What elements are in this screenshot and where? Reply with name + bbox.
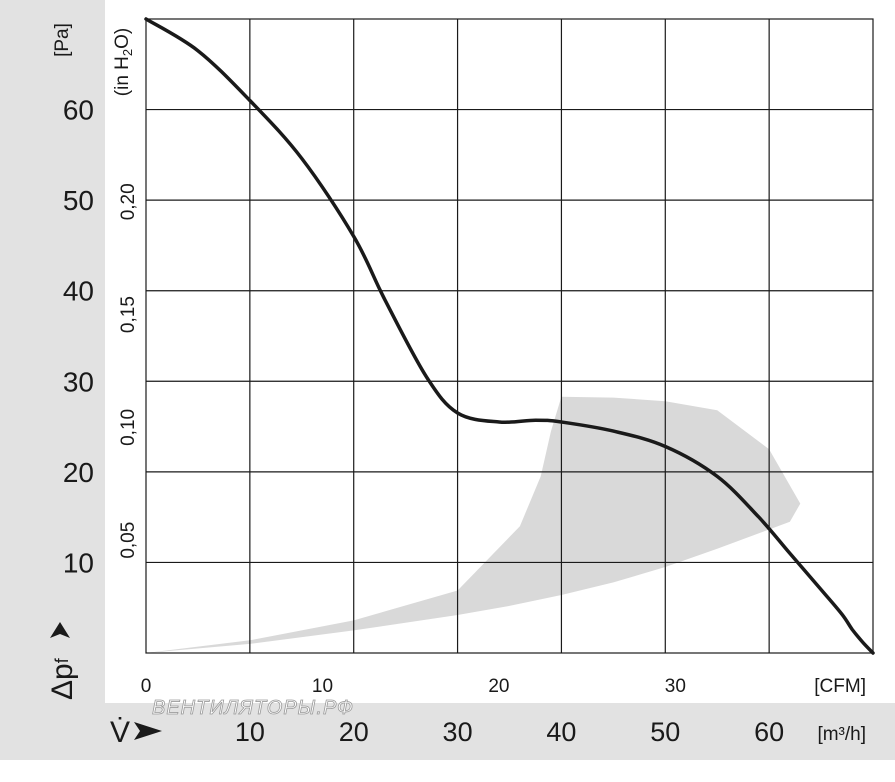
y-axis-symbol: Δpf: [46, 657, 79, 700]
x-tick-label-cfm: 20: [488, 676, 509, 697]
x-tick-label-cfm: 0: [141, 676, 152, 697]
x-tick-label-m3h: 40: [546, 717, 576, 747]
x-unit-cfm: [CFM]: [814, 676, 866, 697]
y-tick-label-pa: 60: [63, 95, 94, 126]
y-unit-pa: [Pa]: [52, 23, 73, 57]
plot-frame: [145, 18, 874, 654]
operating-zone: [146, 396, 801, 653]
curve-layer: [144, 17, 875, 655]
watermark: ВЕНТИЛЯТОРЫ.РФ: [152, 697, 354, 719]
x-tick-label-cfm: 10: [312, 676, 333, 697]
x-tick-label-m3h: 10: [235, 717, 265, 747]
y-axis-panel: [0, 0, 105, 760]
x-axis-title: V̇: [110, 716, 162, 749]
x-tick-label-m3h: 60: [754, 717, 784, 747]
y-tick-label-inh2o: 0,10: [118, 409, 139, 446]
y-tick-label-pa: 40: [63, 276, 94, 307]
x-tick-label-m3h: 50: [650, 717, 680, 747]
label-layer: 10 20 30 40 50 60 10 20 30 40 50 60 0 10 20 30 0,05 0,10 0…: [63, 95, 784, 747]
x-unit-m3h: [m³/h]: [817, 724, 866, 745]
y-tick-label-inh2o: 0,15: [118, 296, 139, 333]
y-axis-title: Δpf: [46, 622, 79, 700]
grid-layer: [145, 18, 874, 654]
y-tick-label-pa: 30: [63, 366, 94, 397]
y-tick-label-inh2o: 0,20: [118, 183, 139, 220]
y-tick-label-inh2o: 0,05: [118, 522, 139, 559]
y-tick-label-pa: 20: [63, 457, 94, 488]
x-tick-label-m3h: 20: [339, 717, 369, 747]
y-tick-label-pa: 10: [63, 547, 94, 578]
y-axis-arrow-icon: [50, 622, 70, 638]
x-tick-label-m3h: 30: [443, 717, 473, 747]
x-axis-panel: [105, 703, 895, 760]
x-axis-symbol: V̇: [110, 716, 130, 749]
fan-curve-line: [144, 17, 875, 655]
y-tick-label-pa: 50: [63, 185, 94, 216]
y-unit-inh2o: (in H2O): [112, 28, 135, 96]
x-tick-label-cfm: 30: [665, 676, 686, 697]
operating-zone-layer: [146, 396, 801, 653]
x-axis-arrow-icon: [134, 722, 162, 740]
